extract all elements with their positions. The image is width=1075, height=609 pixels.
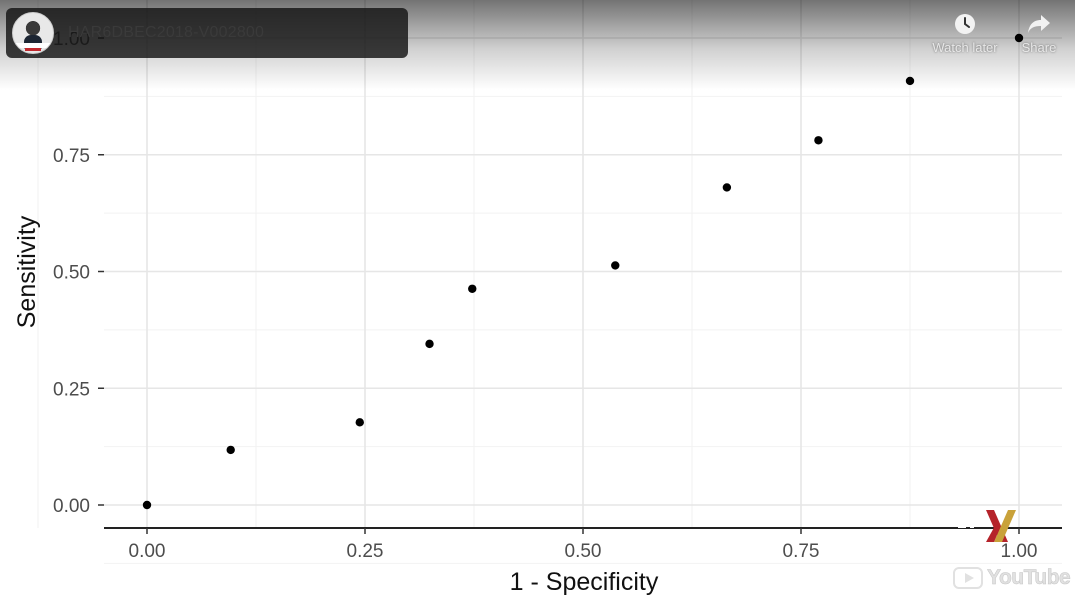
x-tick-label: 0.50 xyxy=(565,541,602,562)
data-point xyxy=(226,445,235,455)
y-axis-title: Sensitivity xyxy=(13,215,41,328)
watch-later-button[interactable]: Watch later xyxy=(928,12,1002,55)
avatar-red-band xyxy=(25,48,41,51)
y-tick-label: 0.75 xyxy=(53,146,90,167)
data-point xyxy=(355,418,364,427)
share-arrow-icon xyxy=(1028,15,1050,33)
data-point xyxy=(722,183,732,192)
brand-x-logo xyxy=(958,510,1016,542)
grid-layer xyxy=(37,0,1062,564)
data-point xyxy=(611,261,620,270)
youtube-play-icon xyxy=(953,567,983,589)
x-tick-label: 0.25 xyxy=(347,541,384,562)
share-label: Share xyxy=(1021,40,1057,55)
clock-icon xyxy=(955,14,975,34)
x-tick-labels: 0.00 0.25 0.50 0.75 1.00 xyxy=(129,528,1038,562)
data-point xyxy=(814,136,823,145)
watch-later-label: Watch later xyxy=(932,40,998,55)
channel-avatar-icon[interactable] xyxy=(12,12,54,54)
video-title-bar[interactable]: HAR6DBEC2018-V002800 xyxy=(6,8,408,58)
avatar-stripe xyxy=(13,43,53,48)
x-axis-title: 1 - Specificity xyxy=(510,568,659,596)
youtube-wordmark: YouTube xyxy=(987,566,1071,590)
y-tick-label: 0.25 xyxy=(53,379,90,400)
share-button[interactable]: Share xyxy=(1016,12,1062,55)
youtube-logo[interactable]: YouTube xyxy=(953,566,1071,590)
video-title[interactable]: HAR6DBEC2018-V002800 xyxy=(68,24,265,41)
y-tick-label: 0.00 xyxy=(53,496,90,517)
x-tick-label: 1.00 xyxy=(1001,541,1038,562)
data-point xyxy=(142,500,152,510)
data-point xyxy=(468,284,477,293)
x-tick-label: 0.00 xyxy=(129,541,166,562)
y-tick-label: 0.50 xyxy=(53,263,90,284)
data-point xyxy=(905,76,915,86)
x-tick-label: 0.75 xyxy=(783,541,820,562)
data-point xyxy=(425,339,434,349)
y-tick-labels: 0.000.250.500.751.00 xyxy=(53,29,104,517)
